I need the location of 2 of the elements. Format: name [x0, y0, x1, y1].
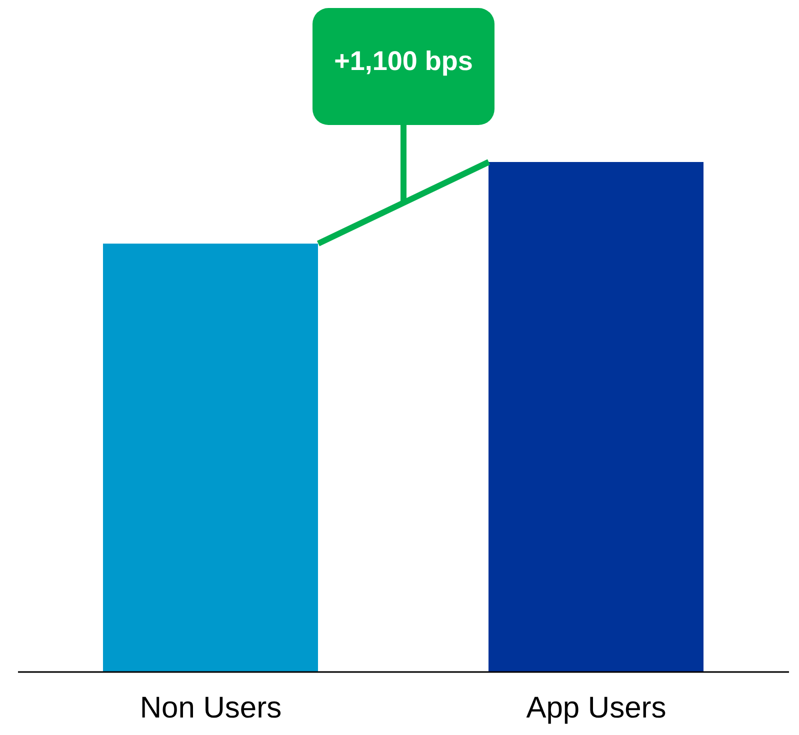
x-tick-label: Non Users	[140, 691, 282, 724]
x-tick-label: App Users	[526, 691, 666, 724]
